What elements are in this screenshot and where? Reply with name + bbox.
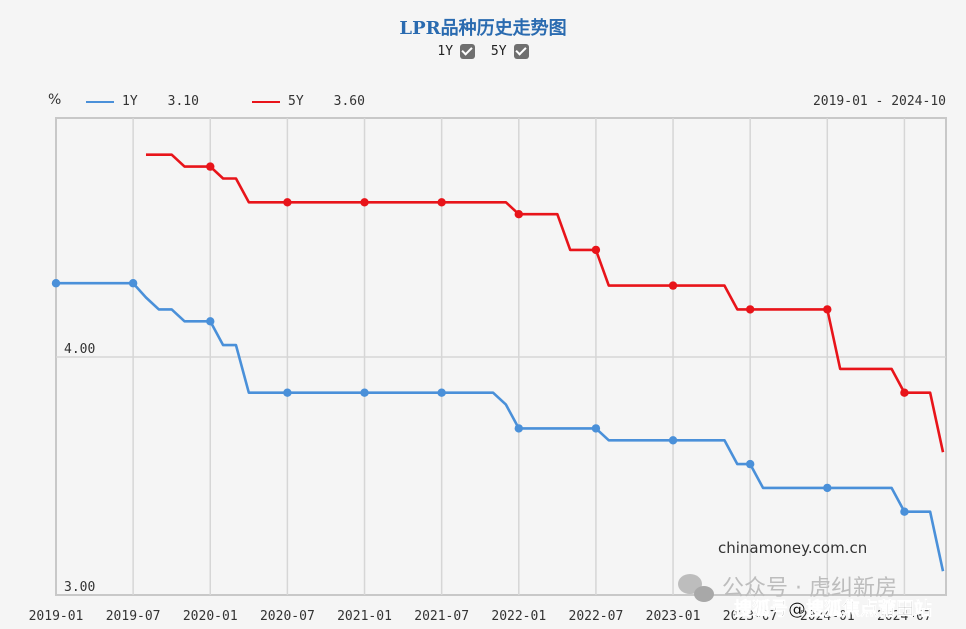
x-tick-label: 2023-07 [723, 609, 778, 624]
y-tick-label: 3.00 [64, 580, 95, 595]
toggle-1y[interactable]: 1Y [437, 44, 476, 59]
data-point-marker[interactable] [668, 281, 678, 290]
x-tick-label: 2024-07 [877, 609, 932, 624]
legend-line-5y-icon [252, 100, 280, 103]
watermark-text-2: 搜狐号@搜狐焦点莆田站 [734, 598, 932, 620]
checkbox-checked-icon[interactable] [513, 44, 529, 59]
y-tick-label: 4.00 [64, 342, 95, 357]
y-axis-unit: % [48, 92, 62, 108]
legend-label-1y: 1Y [122, 94, 138, 109]
date-range: 2019-01 - 2024-10 [812, 94, 946, 109]
data-point-marker[interactable] [437, 388, 446, 397]
data-point-marker[interactable] [51, 279, 61, 288]
x-tick-label: 2021-07 [414, 609, 469, 624]
data-point-marker[interactable] [206, 317, 215, 326]
series-line-1y[interactable] [56, 281, 945, 572]
data-point-marker[interactable] [514, 424, 523, 433]
data-point-marker[interactable] [823, 305, 832, 314]
data-point-marker[interactable] [206, 162, 215, 171]
data-point-marker[interactable] [900, 507, 909, 516]
y-axis-ticks: 3.00 4.00 [64, 342, 95, 595]
watermark: 公众号 · 虎纠新房 搜狐号@搜狐焦点莆田站 [678, 574, 932, 620]
data-point-marker[interactable] [823, 483, 832, 493]
data-point-marker[interactable] [900, 388, 909, 397]
legend-value-5y: 3.60 [333, 94, 365, 109]
data-point-marker[interactable] [591, 424, 601, 433]
data-point-marker[interactable] [514, 210, 523, 219]
legend-label-5y: 5Y [288, 94, 304, 109]
x-tick-label: 2020-07 [260, 609, 315, 624]
x-tick-label: 2019-07 [106, 609, 161, 624]
chart-title: LPR品种历史走势图 [399, 18, 567, 39]
legend-item-5y[interactable]: 5Y 3.60 [252, 94, 365, 109]
watermark-text: 公众号 · 虎纠新房 [722, 576, 897, 601]
x-tick-label: 2023-01 [646, 609, 701, 624]
source-label: chinamoney.com.cn [718, 539, 867, 557]
legend-value-1y: 3.10 [167, 94, 199, 109]
checkbox-checked-icon[interactable] [460, 44, 476, 59]
data-point-marker[interactable] [745, 459, 755, 469]
data-point-marker[interactable] [283, 198, 292, 207]
data-point-marker[interactable] [745, 305, 755, 314]
legend-item-1y[interactable]: 1Y 3.10 [86, 94, 199, 109]
series-line-5y[interactable] [145, 153, 945, 453]
wechat-icon [678, 574, 714, 602]
series-toggles: 1Y 5Y [0, 44, 966, 59]
data-point-marker[interactable] [437, 198, 446, 207]
x-tick-label: 2024-01 [800, 609, 855, 624]
series-lines [51, 153, 945, 572]
data-point-marker[interactable] [668, 436, 678, 445]
toggle-1y-label: 1Y [437, 44, 454, 59]
data-point-marker[interactable] [360, 198, 369, 207]
legend-line-1y-icon [86, 100, 114, 103]
grid-lines [56, 118, 946, 595]
data-point-marker[interactable] [591, 245, 601, 255]
x-tick-label: 2022-07 [569, 609, 624, 624]
data-point-marker[interactable] [283, 388, 292, 397]
toggle-5y[interactable]: 5Y [491, 44, 529, 59]
x-tick-label: 2020-01 [183, 609, 238, 624]
data-point-marker[interactable] [128, 279, 138, 288]
x-axis-ticks: 2019-01 2019-07 2020-01 2020-07 2021-01 2021-… [29, 609, 932, 624]
data-point-marker[interactable] [360, 388, 369, 397]
x-tick-label: 2019-01 [29, 609, 84, 624]
x-tick-label: 2022-01 [491, 609, 546, 624]
toggle-5y-label: 5Y [490, 44, 507, 59]
x-tick-label: 2021-01 [337, 609, 392, 624]
